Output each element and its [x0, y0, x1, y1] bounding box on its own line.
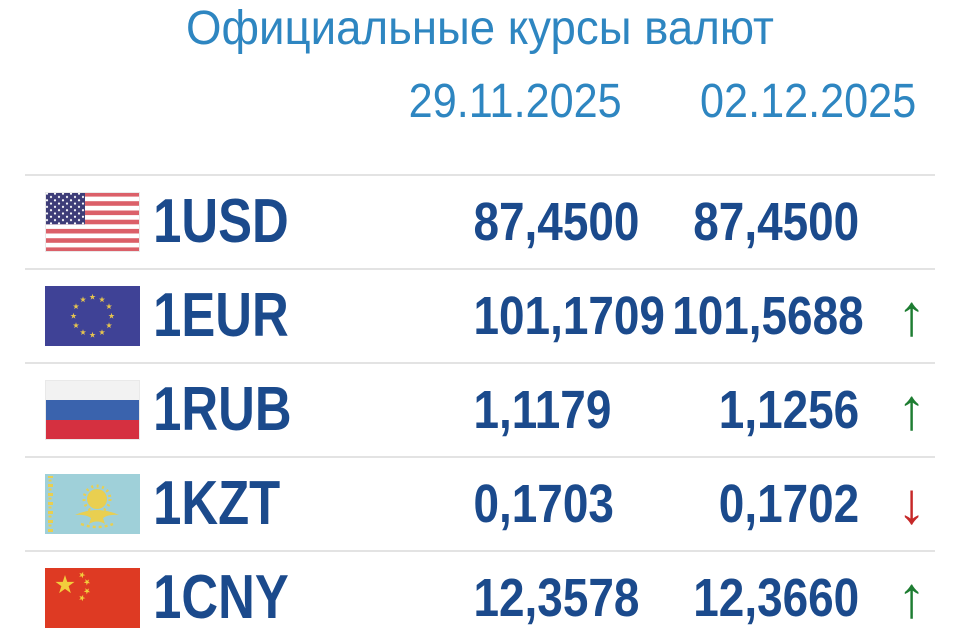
rate-prev: 0,1703 [473, 473, 614, 534]
table-row-rub: 1RUB 1,1179 1,1256 ↑ [0, 364, 960, 456]
row-separator [25, 549, 935, 552]
rate-curr: 12,3660 [693, 567, 860, 628]
rate-prev: 12,3578 [473, 567, 640, 628]
currency-code: 1RUB [153, 374, 292, 444]
date-header-curr: 02.12.2025 [699, 74, 916, 128]
trend-up-icon: ↑ [897, 376, 926, 442]
usa-flag-icon [45, 191, 140, 252]
row-separator [25, 455, 935, 458]
currency-code: 1KZT [153, 468, 281, 538]
currency-code: 1EUR [153, 280, 289, 350]
eu-flag-icon [45, 285, 140, 346]
trend-down-icon: ↓ [897, 470, 926, 536]
trend-up-icon: ↑ [897, 282, 926, 348]
table-row-kzt: 1KZT 0,1703 0,1702 ↓ [0, 458, 960, 550]
rate-prev: 87,4500 [473, 191, 640, 252]
currency-code: 1USD [153, 186, 289, 256]
currency-code: 1CNY [153, 562, 289, 632]
row-separator [25, 361, 935, 364]
rate-prev: 101,1709 [473, 285, 665, 346]
rate-curr: 87,4500 [693, 191, 860, 252]
date-header-prev: 29.11.2025 [408, 74, 622, 128]
table-row-eur: 1EUR 101,1709 101,5688 ↑ [0, 270, 960, 362]
date-column-headers: 29.11.2025 02.12.2025 [0, 72, 960, 132]
rate-curr: 1,1256 [718, 379, 860, 440]
row-separator [25, 173, 935, 176]
rate-prev: 1,1179 [473, 379, 612, 440]
russia-flag-icon [45, 379, 140, 440]
table-row-cny: 1CNY 12,3578 12,3660 ↑ [0, 552, 960, 639]
rate-curr: 0,1702 [718, 473, 860, 534]
china-flag-icon [45, 567, 140, 628]
table-row-usd: 1USD 87,4500 87,4500 [0, 176, 960, 268]
trend-up-icon: ↑ [897, 564, 926, 630]
row-separator [25, 267, 935, 270]
rates-table: 1USD 87,4500 87,4500 [0, 173, 960, 639]
rate-curr: 101,5688 [672, 285, 864, 346]
page-title: Официальные курсы валют [186, 2, 774, 55]
kazakhstan-flag-icon [45, 473, 140, 534]
